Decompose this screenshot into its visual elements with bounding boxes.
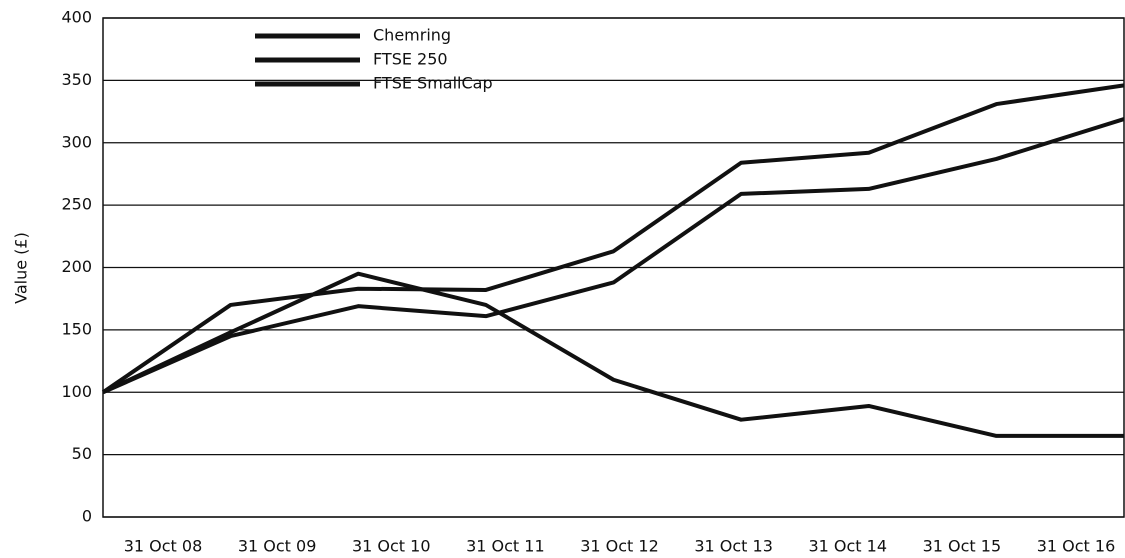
y-tick-label: 250	[61, 195, 92, 214]
y-axis-label: Value (£)	[12, 232, 31, 304]
y-tick-label: 0	[82, 507, 92, 526]
legend-label: FTSE SmallCap	[373, 74, 493, 93]
x-tick-label: 31 Oct 12	[580, 537, 659, 556]
series-line	[102, 117, 1125, 395]
x-tick-label: 31 Oct 13	[694, 537, 773, 556]
y-tick-label: 200	[61, 257, 92, 276]
y-tick-label: 300	[61, 132, 92, 151]
x-tick-label: 31 Oct 15	[923, 537, 1002, 556]
x-tick-label: 31 Oct 16	[1037, 537, 1116, 556]
y-tick-label: 100	[61, 382, 92, 401]
legend-label: FTSE 250	[373, 50, 448, 69]
x-tick-label: 31 Oct 11	[466, 537, 545, 556]
series-line	[101, 83, 1125, 394]
plot-frame	[102, 17, 1125, 518]
y-tick-label: 150	[61, 319, 92, 338]
y-tick-label: 350	[61, 70, 92, 89]
series-line	[102, 271, 1124, 438]
legend-label: Chemring	[373, 26, 451, 45]
x-tick-label: 31 Oct 09	[238, 537, 317, 556]
x-tick-label: 31 Oct 10	[352, 537, 431, 556]
y-tick-label: 400	[61, 8, 92, 27]
x-tick-label: 31 Oct 08	[124, 537, 203, 556]
y-tick-label: 50	[72, 444, 92, 463]
x-tick-label: 31 Oct 14	[808, 537, 887, 556]
